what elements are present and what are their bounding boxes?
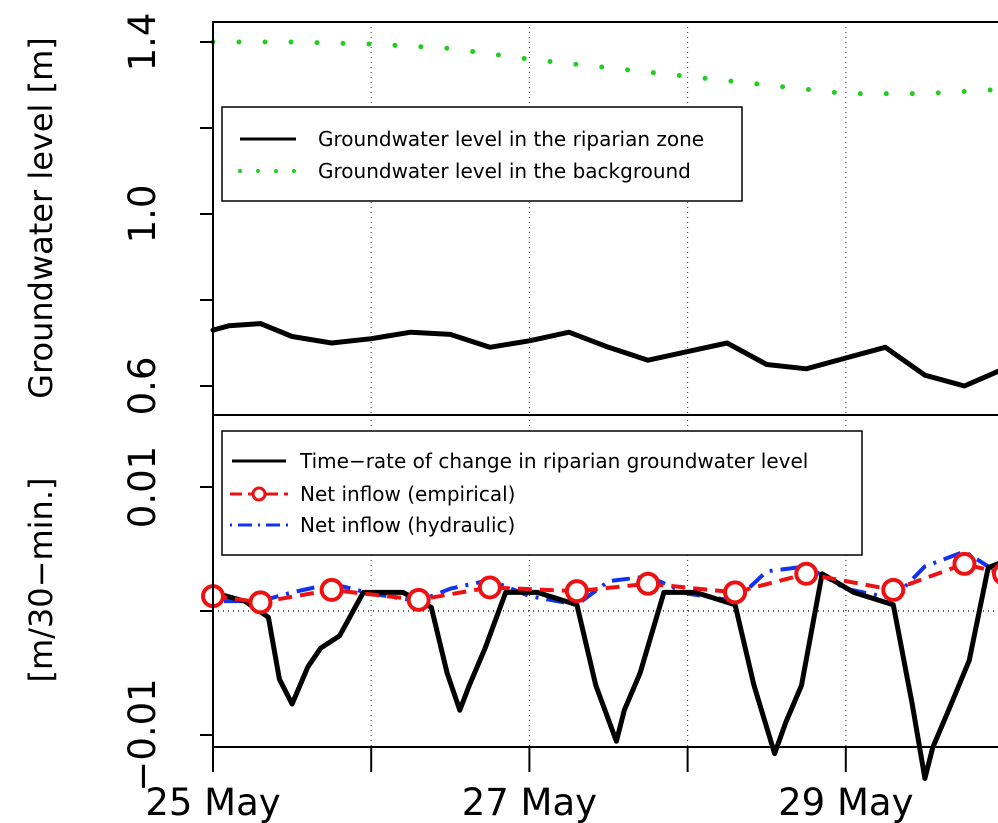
top-panel-grid: [370, 22, 847, 415]
top-panel-frame: [212, 21, 998, 416]
series-line-background: [210, 39, 998, 97]
bottom-legend: Time−rate of change in riparian groundwa…: [221, 430, 863, 556]
bottom-panel-series: [201, 549, 998, 781]
bottom-panel-frame: [212, 414, 998, 748]
empirical-point: [248, 590, 273, 615]
legend-label-hydraulic: Net inflow (hydraulic): [300, 513, 515, 537]
x-axis: 25 May 27 May 29 May: [145, 747, 913, 823]
y-tick-label-top: 1.0: [121, 185, 164, 244]
legend-marker-empirical: [251, 486, 267, 502]
empirical-point: [564, 579, 589, 604]
empirical-point: [636, 571, 661, 596]
top-panel-y-axis: 0.6 1.0 1.4: [121, 13, 213, 416]
top-legend: Groundwater level in the riparian zone G…: [221, 106, 743, 202]
empirical-point: [881, 577, 906, 602]
empirical-point: [319, 577, 344, 602]
y-tick-label-top: 0.6: [121, 357, 164, 416]
legend-label-background: Groundwater level in the background: [318, 159, 691, 183]
empirical-point: [477, 575, 502, 600]
x-tick-label: 29 May: [778, 781, 913, 823]
x-tick-label: 25 May: [145, 781, 280, 823]
bottom-panel-y-axis: −0.01 0.01: [121, 446, 213, 792]
empirical-point: [723, 580, 748, 605]
empirical-point: [952, 551, 977, 576]
series-line-rate: [210, 561, 998, 781]
y-tick-label-bottom: 0.01: [121, 446, 164, 528]
legend-label-rate: Time−rate of change in riparian groundwa…: [299, 449, 808, 473]
empirical-point: [794, 561, 819, 586]
x-tick-label: 27 May: [462, 781, 597, 823]
series-line-empirical: [212, 561, 998, 605]
bottom-legend-box: [221, 430, 863, 556]
legend-label-riparian: Groundwater level in the riparian zone: [318, 127, 704, 151]
series-line-hydraulic: [213, 549, 998, 607]
legend-label-empirical: Net inflow (empirical): [300, 482, 515, 506]
top-legend-box: [221, 106, 743, 202]
y-tick-label-bottom: −0.01: [121, 678, 164, 791]
bottom-y-axis-title: [m/30−min.]: [22, 478, 60, 683]
series-line-riparian: [210, 321, 998, 389]
empirical-point: [992, 563, 998, 585]
top-y-axis-title: Groundwater level [m]: [22, 37, 60, 398]
y-tick-label-top: 1.4: [121, 13, 164, 72]
top-panel-series: [210, 39, 998, 389]
empirical-point: [406, 587, 431, 612]
